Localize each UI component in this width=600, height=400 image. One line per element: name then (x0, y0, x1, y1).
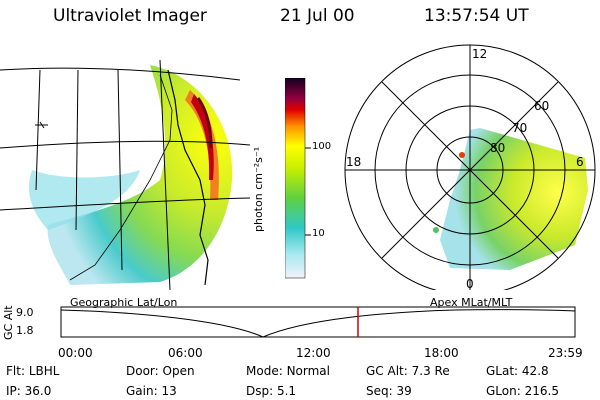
status-seq: Seq: 39 (366, 384, 412, 398)
status-door: Door: Open (126, 364, 195, 378)
status-glon: GLon: 216.5 (486, 384, 559, 398)
mlt-label-12: 12 (472, 47, 487, 61)
colorbar-label: photon cm⁻²s⁻¹ (252, 146, 265, 232)
time-tick-1800: 18:00 (424, 346, 459, 360)
image-title: Ultraviolet Imager (53, 6, 207, 26)
gc-alt-tick-max: 9.0 (16, 306, 34, 319)
status-filter: Flt: LBHL (6, 364, 60, 378)
time-tick-0000: 00:00 (58, 346, 93, 360)
polar-mlat-mlt-plot: 12 18 6 0 60 70 80 (344, 44, 596, 290)
geo-coords-label: Geographic Lat/Lon (70, 296, 178, 309)
image-date: 21 Jul 00 (280, 6, 355, 26)
colorbar (285, 78, 311, 279)
status-gc-alt: GC Alt: 7.3 Re (366, 364, 450, 378)
status-mode: Mode: Normal (246, 364, 330, 378)
colorbar-tick-10: 10 (312, 228, 325, 239)
time-tick-0600: 06:00 (168, 346, 203, 360)
mlat-label-70: 70 (512, 121, 527, 135)
time-tick-1200: 12:00 (296, 346, 331, 360)
time-tick-2359: 23:59 (548, 346, 583, 360)
mlt-label-18: 18 (346, 155, 361, 169)
status-dsp: Dsp: 5.1 (246, 384, 297, 398)
status-gain: Gain: 13 (126, 384, 177, 398)
status-ip: IP: 36.0 (6, 384, 52, 398)
mlat-label-80: 80 (490, 141, 505, 155)
image-time: 13:57:54 UT (424, 6, 529, 26)
mlt-label-6: 6 (576, 155, 584, 169)
apex-coords-label: Apex MLat/MLT (430, 296, 513, 309)
colorbar-tick-100: 100 (312, 141, 332, 152)
gc-alt-axis-label: GC Alt (2, 305, 15, 340)
mlt-label-0: 0 (466, 277, 474, 290)
gc-alt-tick-min: 1.8 (16, 324, 34, 337)
mlat-label-60: 60 (534, 99, 549, 113)
geographic-auroral-image (0, 59, 251, 290)
status-glat: GLat: 42.8 (486, 364, 549, 378)
gc-alt-time-plot (60, 306, 576, 338)
